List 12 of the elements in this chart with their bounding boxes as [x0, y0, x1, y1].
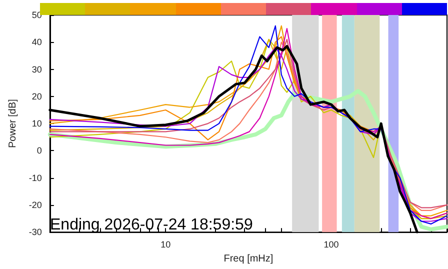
annotation: Ending 2026-07-24 18:59:59 — [50, 216, 253, 234]
y-axis-title: Power [dB] — [8, 98, 18, 148]
y-tick-label: -10 — [28, 172, 42, 183]
y-tick-label: 20 — [32, 91, 42, 102]
x-axis-title: Freq [mHz] — [224, 254, 274, 264]
y-tick-label: 40 — [32, 37, 42, 48]
x-tick-label: 100 — [324, 240, 339, 250]
y-tick-label: 10 — [32, 118, 42, 129]
y-tick-label: -30 — [28, 227, 42, 238]
y-tick-label: -20 — [28, 200, 42, 210]
y-tick-label: 0 — [36, 146, 42, 156]
y-tick-label: 30 — [32, 64, 42, 74]
